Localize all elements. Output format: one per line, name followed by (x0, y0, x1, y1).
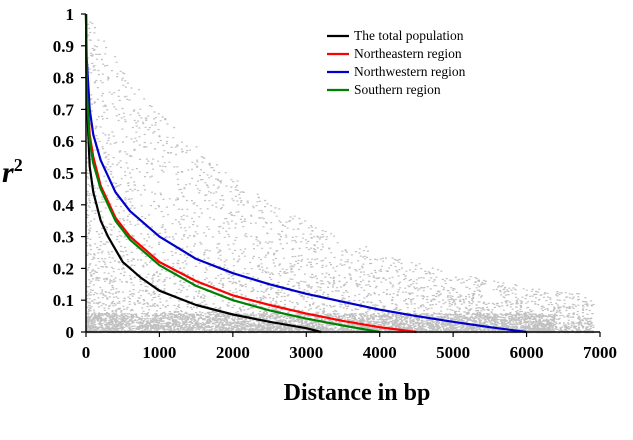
legend-label: Southern region (354, 82, 441, 97)
tick-labels: 0 1000 2000 3000 4000 5000 6000 7000 0 0.1 0.2 0.3 0… (53, 5, 617, 362)
x-tick-label: 6000 (510, 343, 544, 362)
legend-label: Northwestern region (354, 64, 466, 79)
series-line-1 (84, 13, 322, 334)
y-tick-label: 0.5 (53, 164, 74, 183)
series-line-4 (84, 13, 380, 334)
series-line-3 (84, 13, 527, 334)
y-tick-label: 0.3 (53, 228, 74, 247)
axis-titles: Distance in bp r2 (2, 155, 430, 406)
y-tick-label: 0.2 (53, 259, 74, 278)
legend-label: Northeastern region (354, 46, 462, 61)
x-tick-label: 1000 (142, 343, 176, 362)
y-tick-label: 1 (66, 5, 75, 24)
y-tick-label: 0.7 (53, 100, 75, 119)
x-tick-label: 2000 (216, 343, 250, 362)
x-axis-title: Distance in bp (284, 380, 431, 406)
x-tick-label: 0 (82, 343, 91, 362)
y-tick-label: 0.1 (53, 291, 74, 310)
y-axis-title-base: r (2, 156, 14, 189)
fitted-curves (84, 13, 527, 334)
legend-label: The total population (354, 28, 464, 43)
y-tick-label: 0.8 (53, 69, 74, 88)
x-tick-label: 4000 (363, 343, 397, 362)
y-axis-title-superscript: 2 (14, 155, 23, 175)
y-axis-title: r2 (2, 155, 23, 189)
y-tick-label: 0.4 (53, 196, 75, 215)
x-tick-label: 3000 (289, 343, 323, 362)
axes (81, 13, 601, 337)
x-tick-label: 7000 (583, 343, 617, 362)
y-tick-label: 0 (66, 323, 75, 342)
legend: The total population Northeastern region N… (321, 28, 477, 102)
x-tick-label: 5000 (436, 343, 470, 362)
y-tick-label: 0.6 (53, 132, 74, 151)
y-tick-label: 0.9 (53, 37, 74, 56)
